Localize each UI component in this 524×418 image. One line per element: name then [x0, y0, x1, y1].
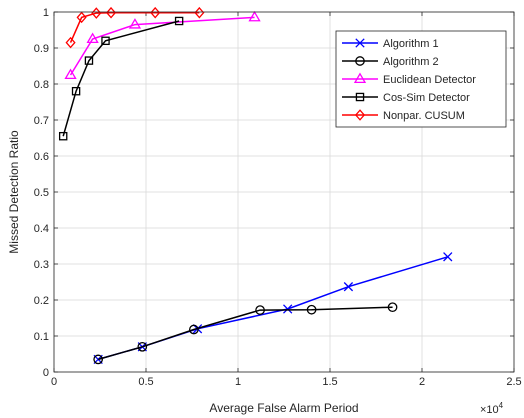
x-tick-label: 2.5 — [506, 376, 521, 388]
legend: Algorithm 1 Algorithm 2 Euclidean Detector… — [335, 30, 507, 128]
y-tick-label: 0.1 — [34, 331, 49, 343]
legend-label: Nonpar. CUSUM — [383, 110, 465, 122]
series-line — [69, 11, 200, 43]
y-tick-label: 0.7 — [34, 115, 49, 127]
series-algorithm-2 — [93, 302, 398, 365]
series-line — [69, 16, 255, 76]
y-tick-label: 0.6 — [34, 151, 49, 163]
data-point — [128, 18, 142, 29]
y-tick-label: 0.3 — [34, 259, 49, 271]
legend-marker — [353, 72, 367, 84]
data-point — [306, 304, 317, 315]
plot-frame — [53, 11, 515, 373]
data-point — [248, 10, 261, 22]
legend-item: Algorithm 2 — [342, 56, 439, 68]
series-line — [62, 20, 180, 137]
legend-label: Algorithm 1 — [383, 38, 439, 50]
legend-label: Cos-Sim Detector — [383, 92, 470, 104]
x-exponent-power: 4 — [499, 401, 504, 410]
y-tick-label: 0.2 — [34, 295, 49, 307]
x-tick-label: 1 — [235, 376, 241, 388]
series-cos-sim-detector — [58, 16, 184, 141]
data-point — [137, 341, 148, 352]
data-point — [105, 6, 117, 19]
plot-series — [58, 6, 453, 365]
data-point — [174, 16, 184, 26]
data-point — [58, 131, 68, 141]
data-point — [71, 86, 81, 96]
data-point — [91, 7, 102, 19]
legend-marker — [355, 38, 365, 48]
data-point — [387, 302, 398, 313]
legend-marker — [355, 56, 365, 66]
data-point — [93, 354, 104, 365]
legend-item: Cos-Sim Detector — [342, 92, 470, 104]
y-axis-label: Missed Detection Ratio — [7, 130, 21, 254]
data-point — [283, 304, 293, 314]
data-point — [194, 6, 205, 19]
y-tick-label: 0.4 — [34, 223, 49, 235]
x-tick-label: 2 — [419, 376, 425, 388]
y-tick-label: 0.9 — [34, 43, 49, 55]
data-point — [64, 68, 77, 80]
x-tick-label: 0 — [51, 376, 57, 388]
data-point — [150, 6, 161, 19]
data-point — [255, 305, 265, 315]
y-tick-label: 0 — [43, 367, 49, 379]
series-line — [97, 306, 393, 361]
legend-marker — [355, 92, 365, 102]
y-tick-label: 0.5 — [34, 187, 49, 199]
x-exponent-base: ×10 — [480, 404, 499, 416]
axis-ticks: 0 0.5 1 1.5 2 2.5 0 0.1 0.2 0.3 0.4 0.5 0.6 0.7 0.8 0.9… — [34, 7, 522, 388]
legend-label: Euclidean Detector — [383, 74, 476, 86]
x-axis-exponent: ×104 — [480, 401, 504, 416]
legend-label: Algorithm 2 — [383, 56, 439, 68]
data-point — [86, 32, 99, 44]
x-tick-label: 1.5 — [322, 376, 337, 388]
legend-item: Nonpar. CUSUM — [342, 109, 465, 122]
data-point — [101, 36, 110, 46]
x-axis-label: Average False Alarm Period — [209, 401, 358, 415]
y-tick-label: 0.8 — [34, 79, 49, 91]
data-point — [443, 252, 453, 262]
legend-item: Algorithm 1 — [342, 38, 439, 50]
legend-marker — [354, 109, 366, 121]
data-point — [76, 11, 87, 24]
series-algorithm-1 — [93, 252, 453, 365]
data-point — [343, 282, 354, 292]
series-nonpar-cusum — [65, 6, 205, 49]
data-point — [84, 56, 94, 65]
data-point — [188, 324, 199, 335]
y-tick-label: 1 — [43, 7, 49, 19]
data-point — [65, 36, 76, 49]
legend-item: Euclidean Detector — [342, 72, 476, 86]
x-tick-label: 0.5 — [138, 376, 153, 388]
series-euclidean-detector — [64, 10, 261, 80]
